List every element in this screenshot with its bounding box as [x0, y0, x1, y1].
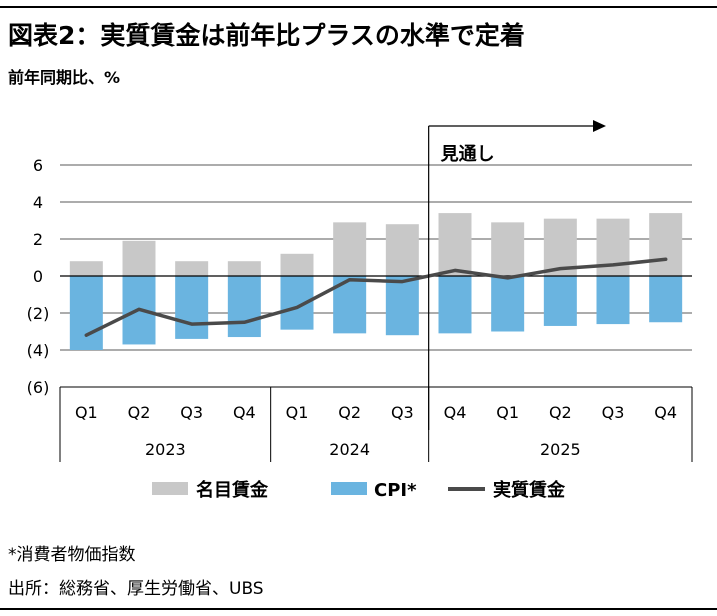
y-tick-label: 0 [33, 267, 43, 286]
legend-swatch-cpi [331, 482, 367, 495]
forecast-marker: 見通し [428, 120, 606, 430]
x-tick-label: Q1 [496, 403, 519, 422]
line-real-wage [84, 257, 668, 337]
chart: 6 4 2 0 (2) (4) (6) Q1 Q2 Q3 Q4 Q1 Q2 Q3 Q4 Q1 Q2 Q3 Q4 20… [27, 120, 693, 501]
y-tick-label: 4 [33, 193, 43, 212]
bar-nominal-wage [280, 253, 314, 276]
bar-cpi [227, 276, 261, 338]
bar-cpi [596, 276, 630, 325]
x-group-label: 2025 [540, 440, 581, 459]
x-tick-label: Q4 [233, 403, 256, 422]
x-tick-label: Q3 [602, 403, 625, 422]
bar-nominal-wage [491, 222, 525, 276]
source-note: 出所：総務省、厚生労働省、UBS [8, 579, 264, 599]
bottom-rule [0, 608, 717, 610]
bar-cpi [69, 276, 103, 350]
bar-nominal-wage [333, 222, 367, 276]
chart-unit-label: 前年同期比、% [8, 68, 121, 87]
forecast-arrow-head [593, 120, 606, 132]
bar-nominal-wage [122, 240, 156, 276]
x-tick-label: Q2 [128, 403, 151, 422]
x-tick-label: Q2 [338, 403, 361, 422]
x-tick-label: Q3 [391, 403, 414, 422]
bar-cpi [543, 276, 577, 326]
chart-title: 図表2：実質賃金は前年比プラスの水準で定着 [8, 21, 525, 50]
legend-label-nominal-wage: 名目賃金 [196, 479, 269, 501]
x-tick-label: Q3 [180, 403, 203, 422]
bar-cpi [385, 276, 419, 336]
bar-nominal-wage [69, 261, 103, 276]
x-group-label: 2024 [329, 440, 370, 459]
y-tick-label: 6 [33, 156, 43, 175]
bar-cpi [438, 276, 472, 334]
x-group-label: 2023 [145, 440, 186, 459]
legend: 名目賃金 CPI* 実質賃金 [152, 479, 566, 501]
line-layer [84, 257, 668, 337]
bar-cpi [649, 276, 683, 323]
y-tick-label: (6) [27, 378, 50, 397]
bar-nominal-wage [649, 213, 683, 276]
y-tick-label: 2 [33, 230, 43, 249]
x-tick-label: Q1 [286, 403, 309, 422]
bar-cpi [491, 276, 525, 332]
y-axis-labels: 6 4 2 0 (2) (4) (6) [27, 156, 50, 397]
top-rule [0, 6, 717, 8]
legend-label-real-wage: 実質賃金 [493, 479, 566, 501]
bar-layer [69, 213, 683, 350]
bar-nominal-wage [175, 261, 209, 276]
bar-nominal-wage [385, 224, 419, 276]
x-tick-label: Q4 [654, 403, 677, 422]
y-tick-label: (4) [27, 341, 50, 360]
x-tick-label: Q2 [549, 403, 572, 422]
bar-nominal-wage [227, 261, 261, 276]
legend-label-cpi: CPI* [374, 480, 417, 501]
forecast-label: 見通し [440, 144, 495, 165]
bar-nominal-wage [438, 213, 472, 276]
x-tick-label: Q4 [444, 403, 467, 422]
x-tick-label: Q1 [75, 403, 98, 422]
y-tick-label: (2) [27, 304, 50, 323]
legend-swatch-nominal-wage [152, 482, 188, 495]
footnote-cpi: *消費者物価指数 [8, 545, 136, 565]
bar-cpi [175, 276, 209, 339]
x-axis: Q1 Q2 Q3 Q4 Q1 Q2 Q3 Q4 Q1 Q2 Q3 Q4 2023 2024 2025 [59, 386, 693, 462]
